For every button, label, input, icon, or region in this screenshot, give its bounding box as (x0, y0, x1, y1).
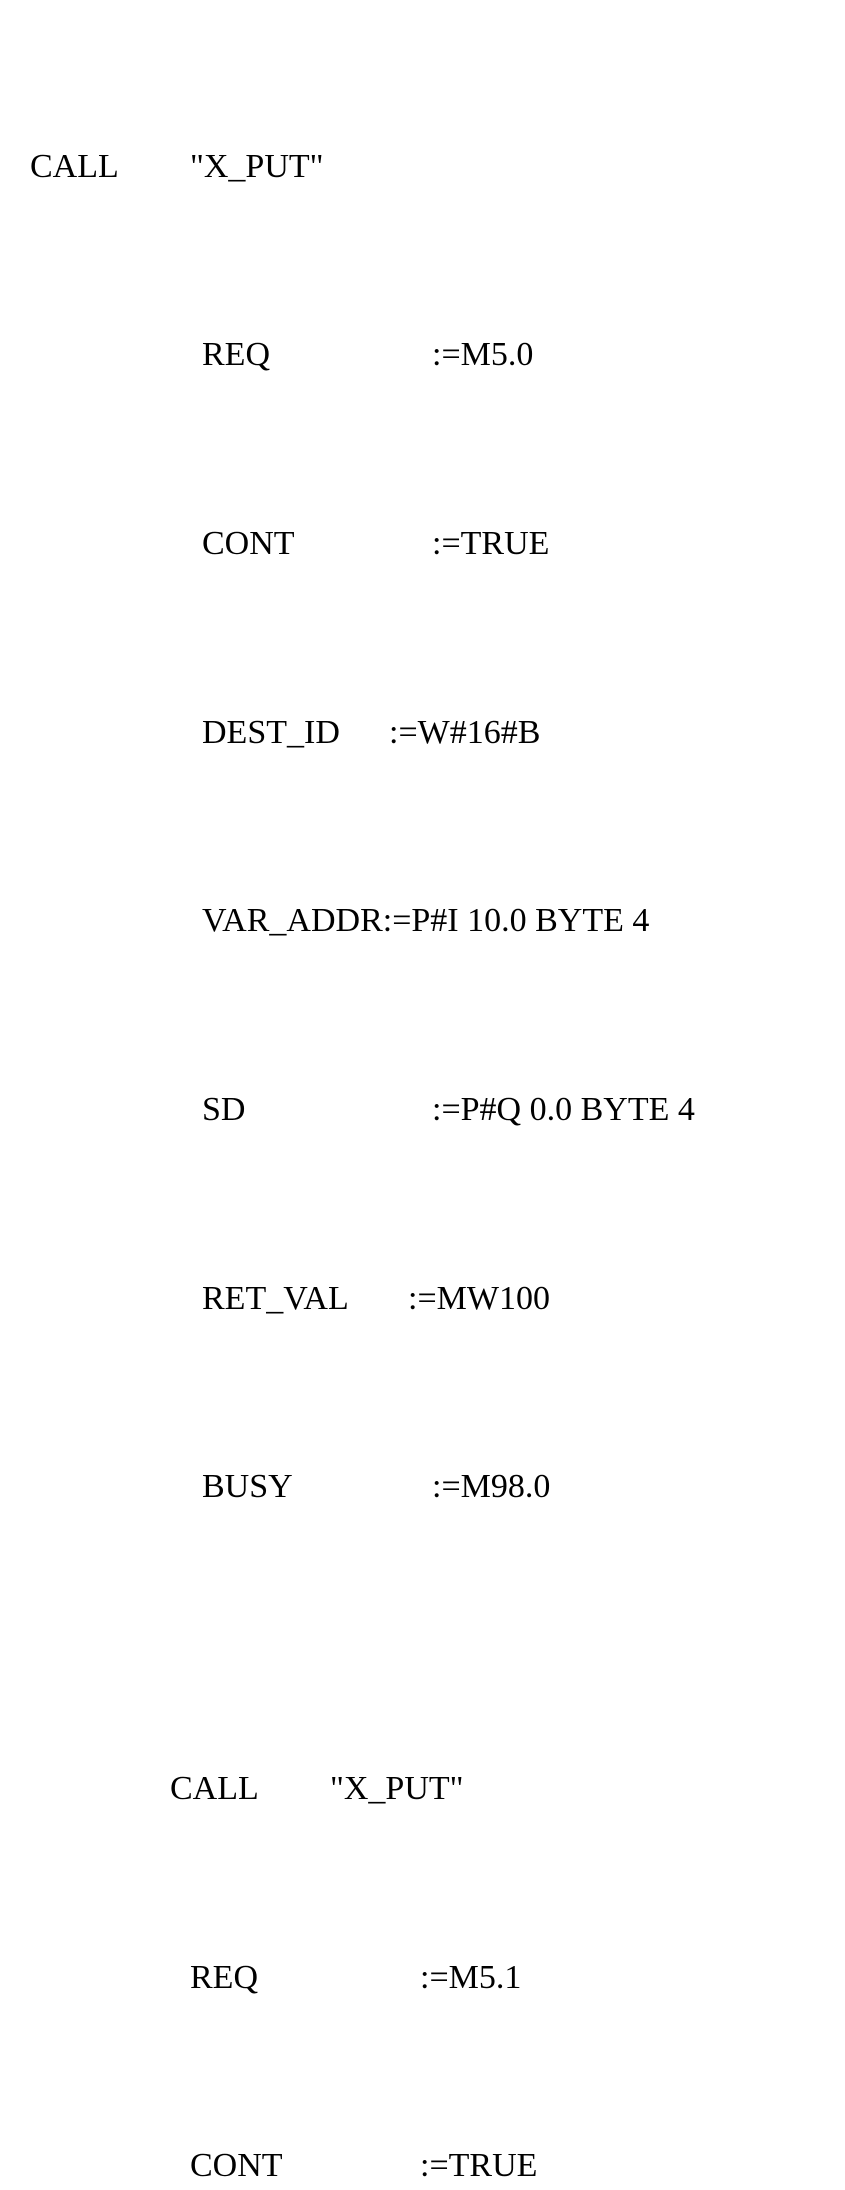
call-target: "X_PUT" (330, 1758, 464, 1821)
code-block-2: CALL"X_PUT" REQ:=M5.1 CONT:=TRUE DEST_ID… (30, 1632, 845, 2190)
param-value: :=TRUE (432, 513, 549, 576)
param-line: CONT:=TRUE (30, 513, 845, 576)
param-line: REQ:=M5.0 (30, 324, 845, 387)
param-name: REQ (190, 1947, 420, 2010)
param-name: DEST_ID (202, 702, 389, 765)
call-keyword: CALL (170, 1758, 330, 1821)
param-value: :=M5.0 (432, 324, 533, 387)
param-line: DEST_ID:=W#16#B (30, 702, 845, 765)
param-name: RET_VAL (202, 1268, 408, 1331)
param-value: :=MW100 (408, 1268, 550, 1331)
param-name: SD (202, 1079, 432, 1142)
param-line: REQ:=M5.1 (30, 1947, 845, 2010)
param-line: VAR_ADDR:=P#I 10.0 BYTE 4 (30, 890, 845, 953)
param-value: :=M5.1 (420, 1947, 521, 2010)
param-name: CONT (190, 2135, 420, 2190)
param-name: BUSY (202, 1456, 432, 1519)
param-line: RET_VAL:=MW100 (30, 1268, 845, 1331)
param-name: REQ (202, 324, 432, 387)
param-value: :=M98.0 (432, 1456, 550, 1519)
param-value: :=TRUE (420, 2135, 537, 2190)
param-line: CONT:=TRUE (30, 2135, 845, 2190)
call-target: "X_PUT" (190, 136, 324, 199)
param-value: :=W#16#B (389, 702, 540, 765)
param-line: SD:=P#Q 0.0 BYTE 4 (30, 1079, 845, 1142)
param-value: :=P#I 10.0 BYTE 4 (383, 890, 650, 953)
param-name: VAR_ADDR (202, 890, 383, 953)
call-line: CALL"X_PUT" (30, 136, 845, 199)
param-line: BUSY:=M98.0 (30, 1456, 845, 1519)
param-name: CONT (202, 513, 432, 576)
code-block-1: CALL"X_PUT" REQ:=M5.0 CONT:=TRUE DEST_ID… (30, 10, 845, 1582)
param-value: :=P#Q 0.0 BYTE 4 (432, 1079, 695, 1142)
call-keyword: CALL (30, 136, 190, 199)
call-line: CALL"X_PUT" (30, 1758, 845, 1821)
